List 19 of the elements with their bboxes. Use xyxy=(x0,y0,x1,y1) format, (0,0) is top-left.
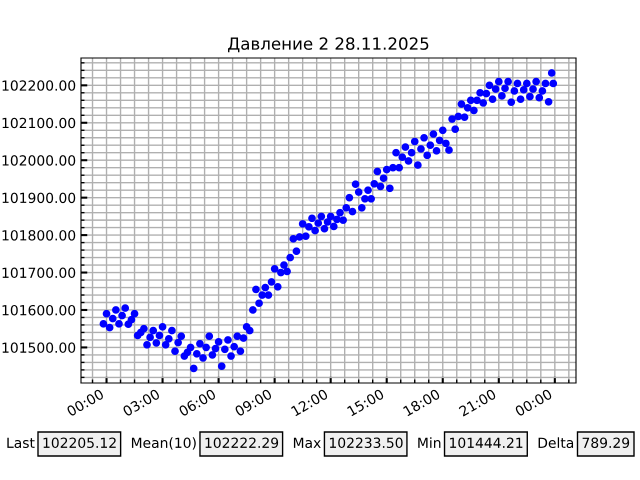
text: 102233.50 xyxy=(330,438,403,448)
y-tick-label: 101600.00 xyxy=(2,304,76,316)
chart-title: Давление 2 28.11.2025 xyxy=(228,37,428,52)
text: Min xyxy=(418,437,440,448)
text: Delta xyxy=(538,437,574,448)
text: 101444.21 xyxy=(450,438,522,448)
y-tick-label: 101900.00 xyxy=(2,192,76,204)
y-tick-label: 101700.00 xyxy=(2,268,76,278)
y-tick-label: 101800.00 xyxy=(2,230,76,241)
text: 789.29 xyxy=(582,438,630,448)
text: Last xyxy=(7,438,35,448)
y-tick-label: 102100.00 xyxy=(2,118,76,128)
y-tick-label: 102000.00 xyxy=(2,155,76,166)
y-tick-label: 102200.00 xyxy=(2,80,76,91)
text: 102222.29 xyxy=(205,438,278,448)
text: 102205.12 xyxy=(44,438,116,448)
text: Max xyxy=(294,438,321,448)
y-tick-label: 101500.00 xyxy=(2,342,76,353)
text: Mean(10) xyxy=(132,437,196,450)
